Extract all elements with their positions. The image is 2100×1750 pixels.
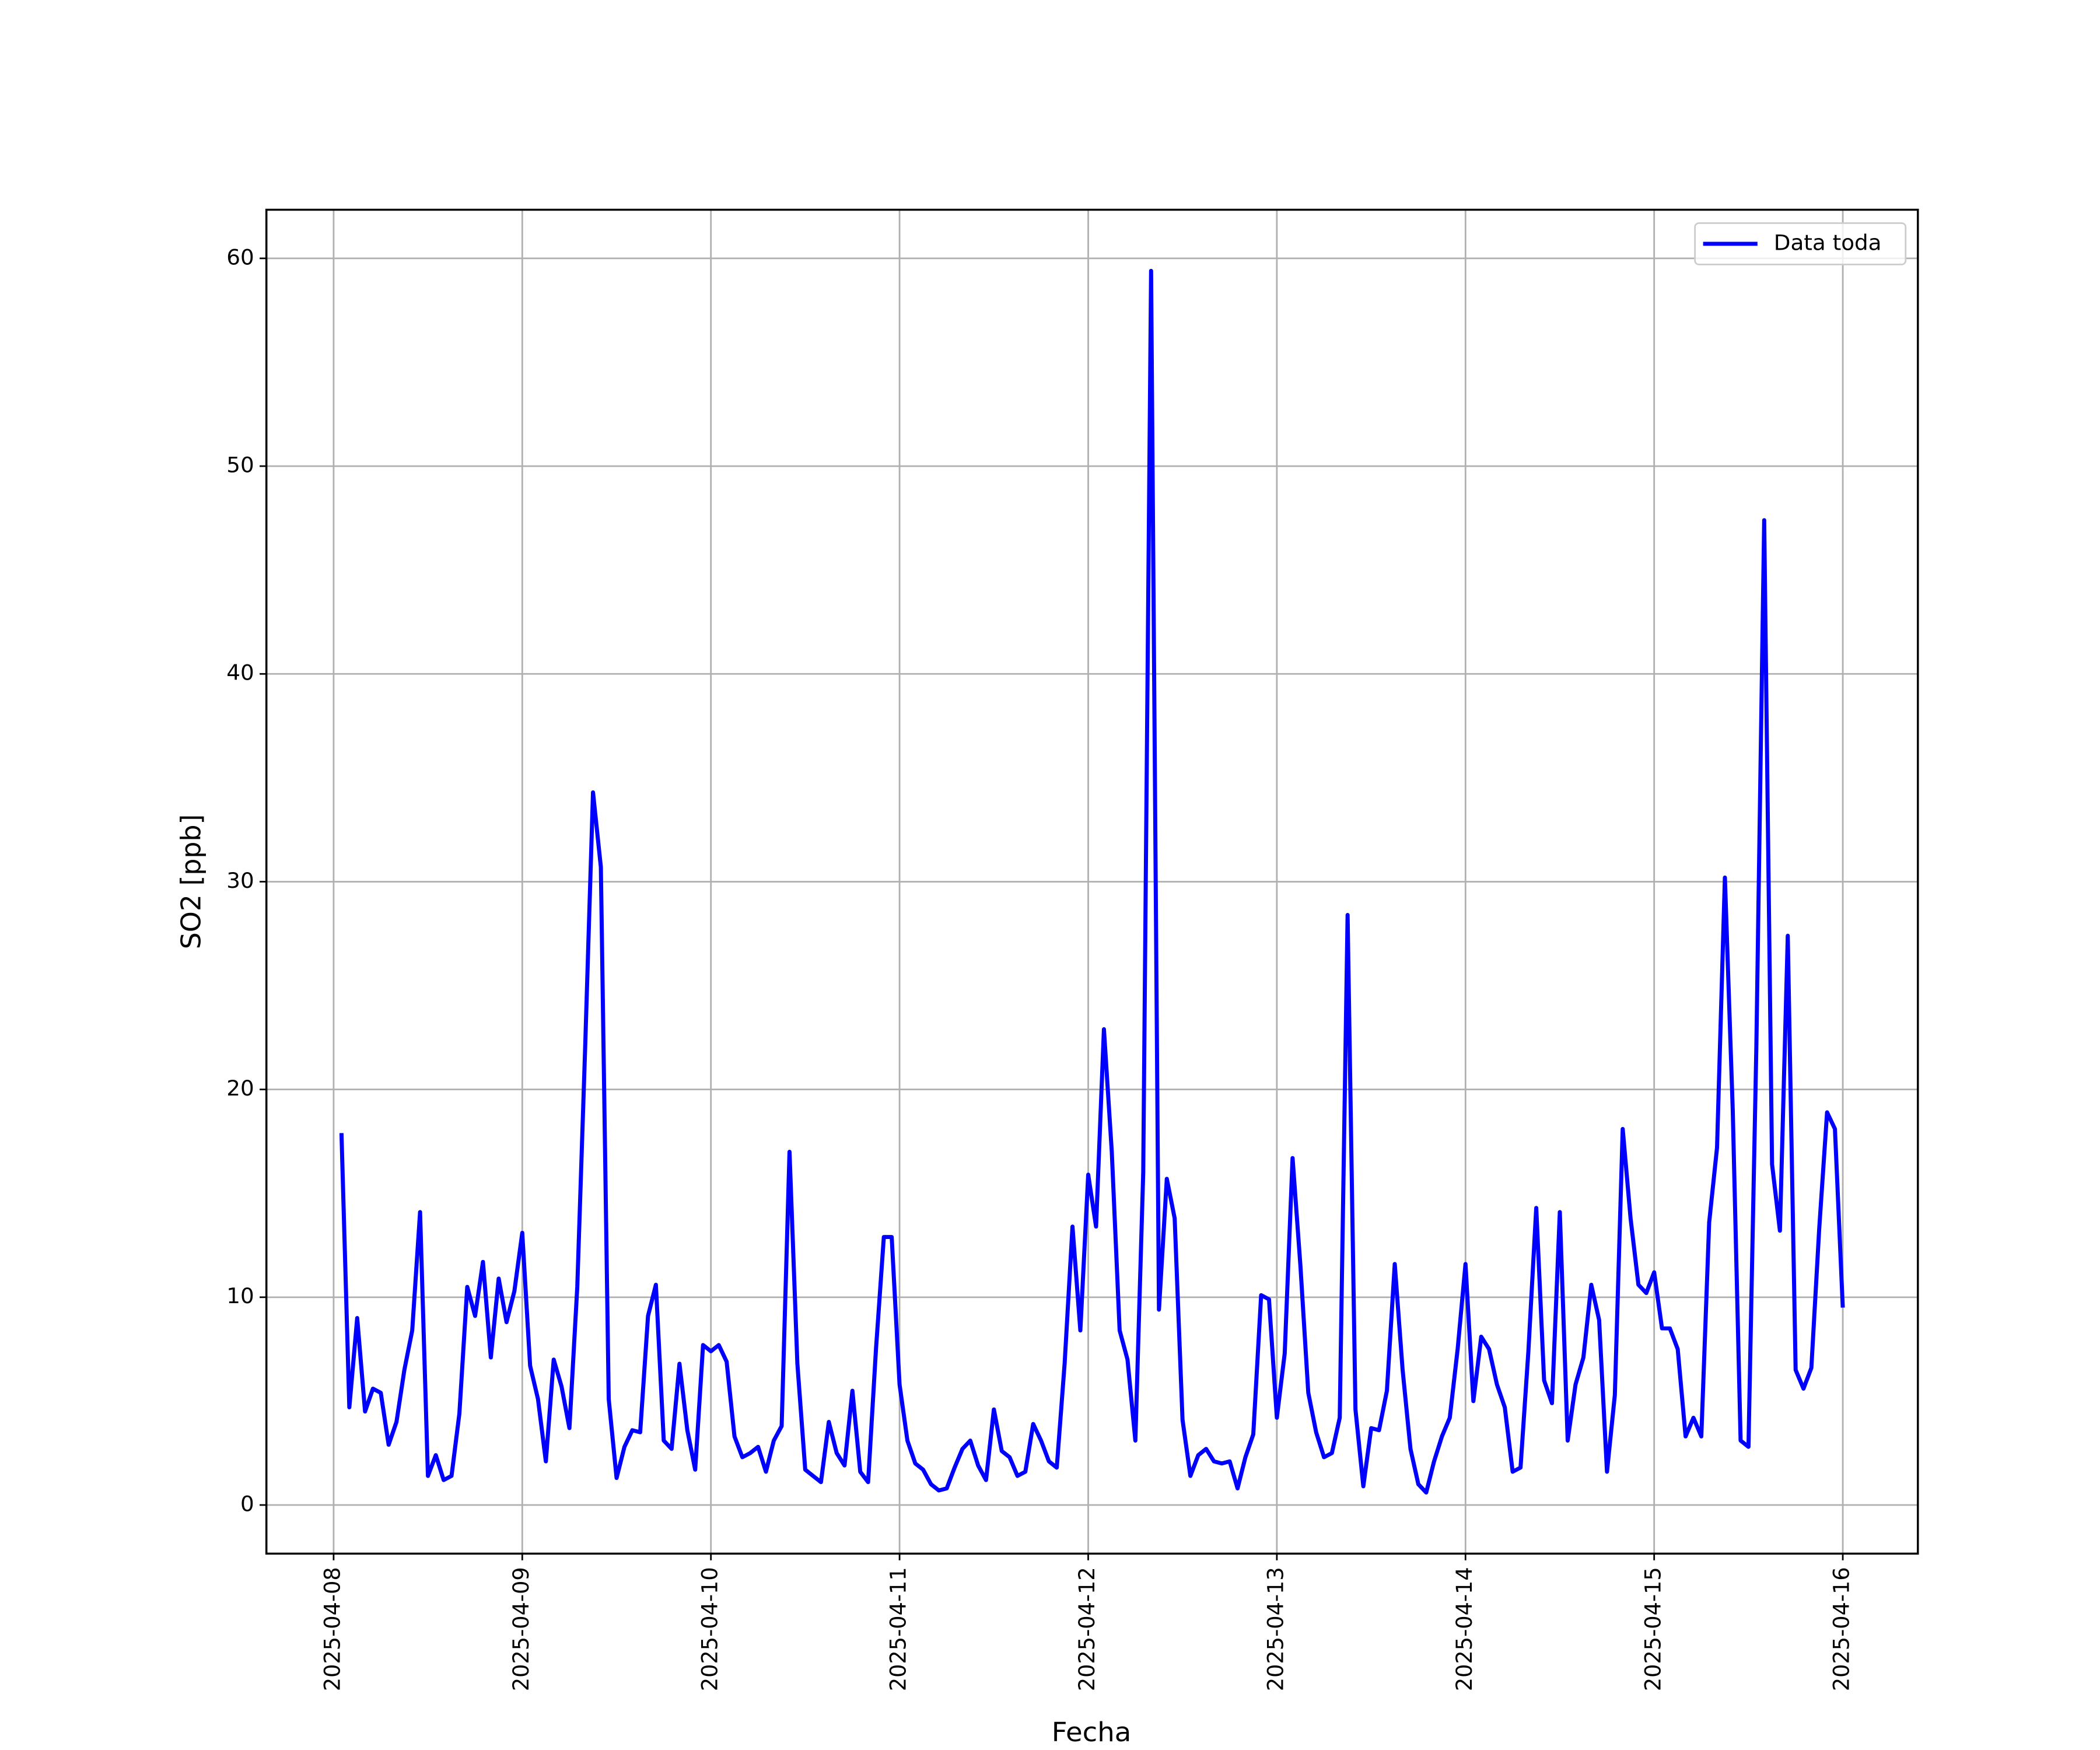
y-tick-label: 50	[226, 453, 254, 478]
x-tick-label: 2025-04-10	[697, 1567, 722, 1691]
x-tick-label: 2025-04-09	[509, 1567, 534, 1691]
y-tick-label: 0	[240, 1492, 254, 1517]
x-axis-label: Fecha	[1052, 1716, 1132, 1748]
x-tick-label: 2025-04-11	[886, 1567, 911, 1691]
x-tick-label: 2025-04-08	[320, 1567, 345, 1691]
y-tick-label: 40	[226, 660, 254, 685]
y-axis-label: SO2 [ppb]	[175, 814, 206, 950]
plot-frame	[265, 208, 1919, 1555]
legend-label: Data toda	[1774, 230, 1882, 256]
y-tick-label: 10	[226, 1284, 254, 1309]
x-tick-label: 2025-04-15	[1640, 1567, 1665, 1691]
y-tick-label: 20	[226, 1076, 254, 1101]
x-tick-label: 2025-04-16	[1829, 1567, 1854, 1691]
legend-box	[1694, 222, 1907, 265]
x-tick-label: 2025-04-14	[1452, 1567, 1477, 1691]
y-tick-label: 30	[226, 868, 254, 893]
data-line	[339, 268, 1845, 1495]
x-tick-label: 2025-04-12	[1074, 1567, 1100, 1691]
y-tick-label: 60	[226, 245, 254, 270]
x-tick-label: 2025-04-13	[1263, 1567, 1288, 1691]
legend: Data toda	[1694, 222, 1907, 265]
